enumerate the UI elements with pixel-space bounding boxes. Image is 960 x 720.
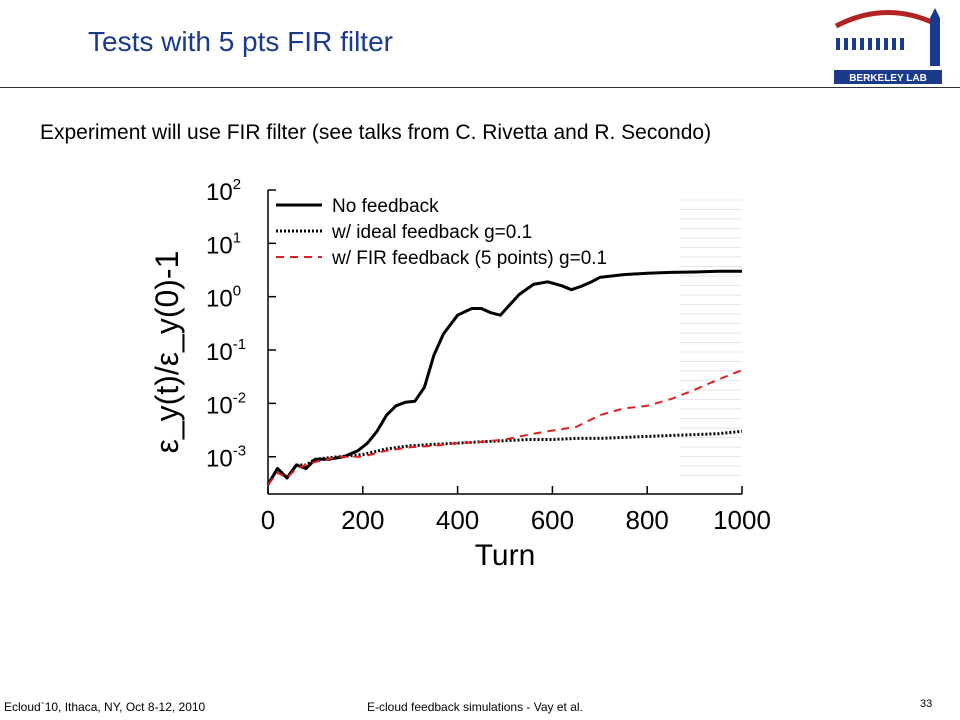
logo-text: BERKELEY LAB <box>849 73 927 84</box>
title-divider <box>0 87 960 88</box>
slide-title: Tests with 5 pts FIR filter <box>88 26 393 57</box>
y-tick-label: 10-3 <box>206 443 246 473</box>
page-number: 33 <box>920 698 933 710</box>
y-tick-label: 100 <box>206 283 241 313</box>
legend-label-1: No feedback <box>332 196 439 217</box>
x-tick-label: 200 <box>341 505 384 535</box>
series-line-3 <box>267 369 743 486</box>
footer-title: E-cloud feedback simulations - Vay et al… <box>367 700 583 714</box>
slide-subtitle: Experiment will use FIR filter (see talk… <box>40 121 712 144</box>
y-axis-label: ε_y(t)/ε_y(0)-1 <box>149 251 185 454</box>
legend-label-2: w/ ideal feedback g=0.1 <box>331 222 532 243</box>
footer-conference: Ecloud`10, Ithaca, NY, Oct 8-12, 2010 <box>4 700 206 714</box>
berkeley-lab-logo: BERKELEY LAB <box>834 8 942 84</box>
x-tick-label: 0 <box>261 505 275 535</box>
legend-label-3: w/ FIR feedback (5 points) g=0.1 <box>331 248 607 269</box>
x-axis-label: Turn <box>475 539 536 572</box>
y-tick-label: 102 <box>206 176 241 206</box>
x-tick-label: 400 <box>436 505 479 535</box>
x-tick-label: 600 <box>531 505 574 535</box>
x-tick-label: 1000 <box>713 505 771 535</box>
y-tick-label: 10-1 <box>206 336 246 366</box>
y-tick-label: 10-2 <box>206 389 246 419</box>
x-tick-label: 800 <box>626 505 669 535</box>
series-line-2 <box>266 429 743 486</box>
series-line-1 <box>266 269 742 486</box>
y-tick-label: 101 <box>206 229 241 259</box>
